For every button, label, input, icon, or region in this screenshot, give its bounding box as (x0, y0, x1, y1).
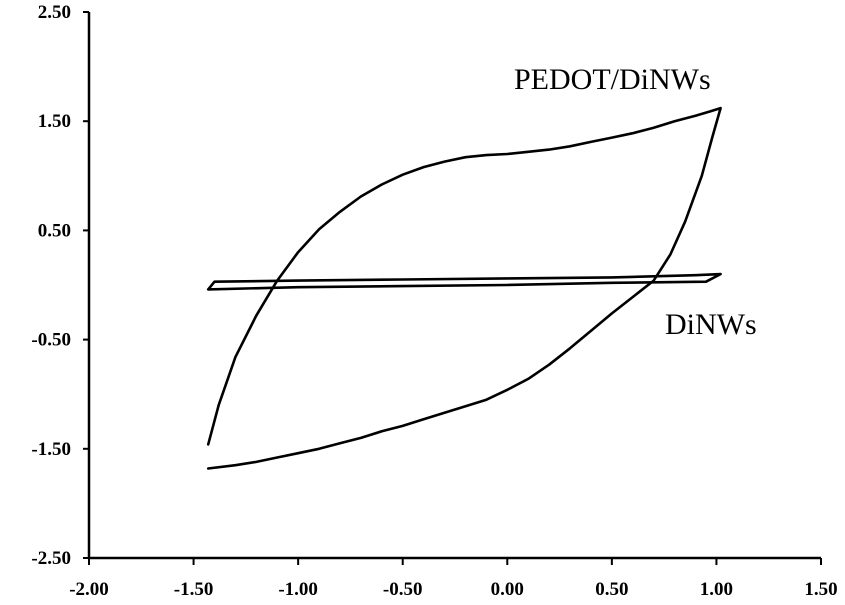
series-line-dinws (206, 272, 722, 291)
x-tick-label: 1.00 (700, 579, 733, 600)
x-tick-label: -2.00 (69, 579, 109, 600)
x-tick-label: -0.50 (383, 579, 423, 600)
y-tick-label: 0.50 (38, 220, 71, 241)
series-layer (206, 106, 722, 470)
y-tick-label: -1.50 (31, 439, 71, 460)
y-tick-label: 1.50 (38, 111, 71, 132)
y-tick-label: 2.50 (38, 2, 71, 23)
y-tick-label: -2.50 (31, 548, 71, 569)
x-tick-label: 1.50 (804, 579, 837, 600)
x-tick-label: 0.50 (595, 579, 628, 600)
series-label-pedot-dinws: PEDOT/DiNWs (514, 63, 711, 96)
series-line-pedot-dinws (206, 106, 722, 470)
x-tick-label: 0.00 (491, 579, 524, 600)
x-tick-label: -1.50 (174, 579, 214, 600)
y-tick-label: -0.50 (31, 330, 71, 351)
x-tick-label: -1.00 (278, 579, 318, 600)
axes: 2.50 1.50 0.50 -0.50 -1.50 -2.50 -2.00 -1.50 -1.… (31, 2, 837, 600)
series-label-dinws: DiNWs (665, 308, 757, 341)
